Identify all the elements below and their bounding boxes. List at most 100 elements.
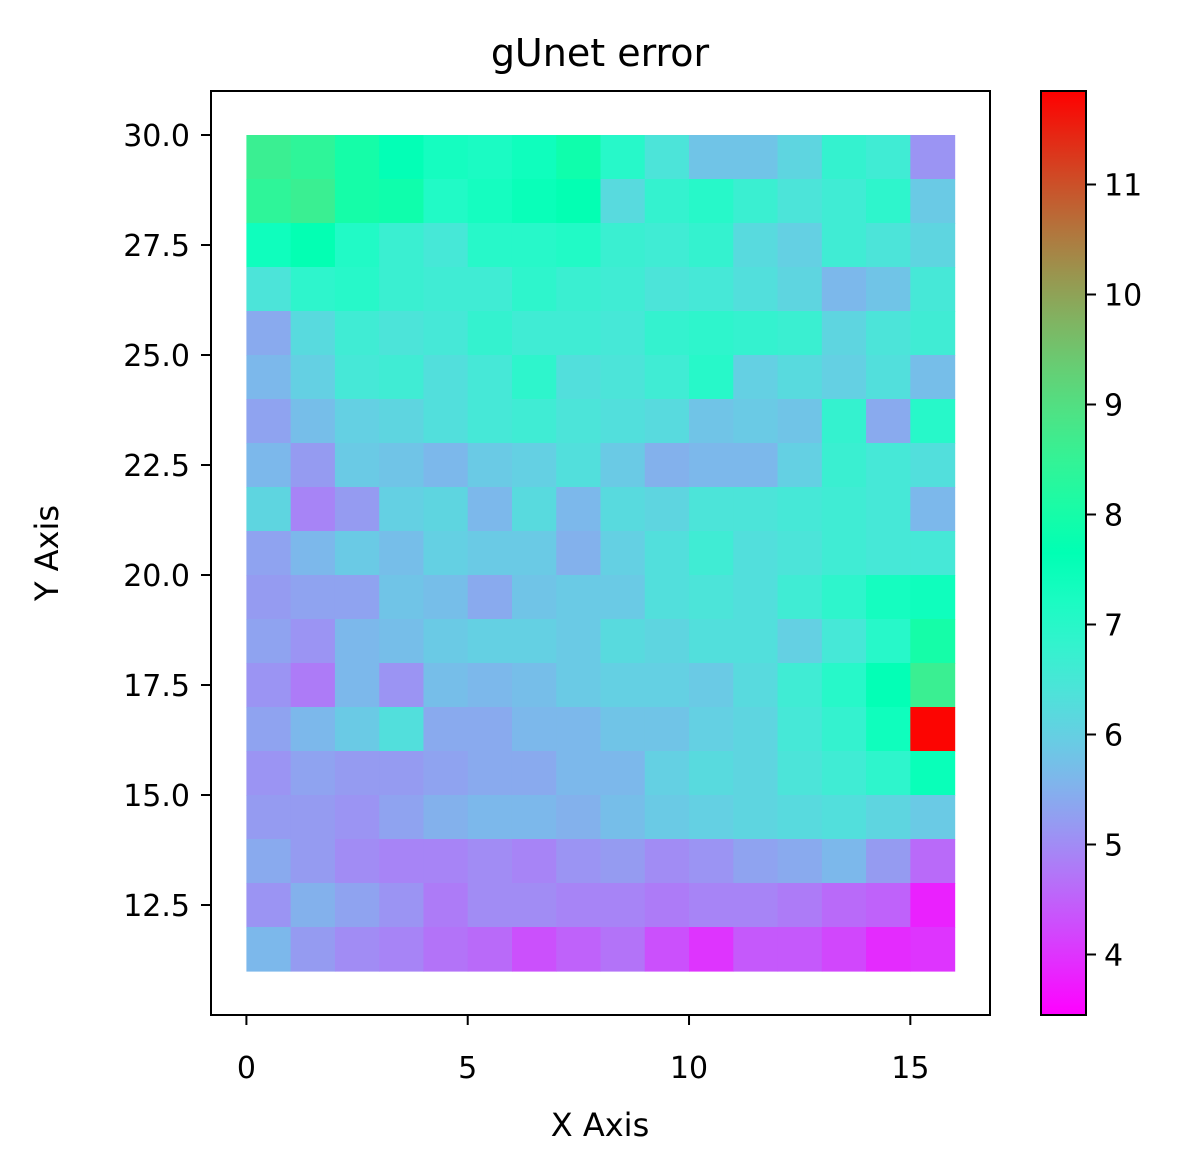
heatmap-cell	[689, 311, 734, 356]
heatmap-cell	[423, 487, 469, 532]
heatmap-cell	[866, 927, 911, 972]
heatmap-cell	[821, 883, 867, 928]
heatmap-cell	[556, 443, 602, 488]
heatmap-cell	[910, 575, 956, 620]
heatmap-cell	[910, 839, 956, 884]
colorbar-fill	[1041, 91, 1086, 1015]
heatmap-cell	[644, 795, 690, 840]
heatmap-cell	[600, 883, 646, 928]
heatmap-cell	[467, 795, 513, 840]
heatmap-cell	[379, 619, 425, 664]
heatmap-cell	[866, 223, 911, 268]
heatmap-cell	[866, 575, 911, 620]
heatmap-cell	[777, 795, 823, 840]
heatmap-cell	[910, 619, 956, 664]
heatmap-cell	[866, 311, 911, 356]
heatmap-cell	[821, 443, 867, 488]
heatmap-cell	[290, 311, 336, 356]
heatmap-cell	[600, 663, 646, 708]
x-tick-label: 10	[670, 1051, 708, 1086]
heatmap-cell	[644, 619, 690, 664]
heatmap-cell	[600, 135, 646, 180]
heatmap-cell	[556, 135, 602, 180]
heatmap-cell	[644, 355, 690, 400]
y-tick-label: 12.5	[123, 889, 190, 924]
heatmap-cell	[600, 443, 646, 488]
heatmap-cell	[556, 179, 602, 224]
heatmap-cell	[733, 355, 779, 400]
heatmap-cell	[821, 267, 867, 312]
heatmap-cell	[644, 399, 690, 444]
heatmap-cell	[423, 927, 469, 972]
heatmap-cell	[290, 751, 336, 796]
heatmap-cell	[733, 135, 779, 180]
heatmap-cell	[866, 883, 911, 928]
heatmap-cell	[290, 487, 336, 532]
heatmap-cell	[334, 179, 380, 224]
heatmap-cell	[644, 663, 690, 708]
heatmap-cell	[821, 355, 867, 400]
heatmap-cell	[423, 575, 469, 620]
y-axis: 12.5 15.0 17.5 20.0 22.5 25.0 27.5 30.0	[123, 119, 211, 924]
colorbar-tick-label: 7	[1104, 609, 1123, 644]
heatmap-cell	[600, 795, 646, 840]
heatmap-cell	[511, 223, 557, 268]
heatmap-cell	[423, 707, 469, 752]
heatmap-cell	[246, 399, 292, 444]
heatmap-cell	[511, 355, 557, 400]
heatmap-cell	[290, 707, 336, 752]
heatmap-cell	[821, 179, 867, 224]
heatmap-cell	[777, 355, 823, 400]
heatmap-cell	[423, 311, 469, 356]
heatmap-cell	[246, 883, 292, 928]
heatmap-cell	[379, 707, 425, 752]
y-tick-label: 27.5	[123, 229, 190, 264]
heatmap-cell	[511, 311, 557, 356]
heatmap-cell	[334, 795, 380, 840]
heatmap-cell	[777, 883, 823, 928]
heatmap-cell	[334, 135, 380, 180]
heatmap-cell	[246, 839, 292, 884]
heatmap-cell	[334, 399, 380, 444]
heatmap-cell	[866, 663, 911, 708]
heatmap-cell	[334, 927, 380, 972]
heatmap-cell	[334, 663, 380, 708]
heatmap-cell	[600, 179, 646, 224]
y-tick-label: 22.5	[123, 449, 190, 484]
heatmap-cell	[600, 311, 646, 356]
plot-frame	[210, 90, 991, 1016]
heatmap-cell	[644, 751, 690, 796]
heatmap-cell	[334, 751, 380, 796]
heatmap-cell	[644, 311, 690, 356]
heatmap-cell	[866, 135, 911, 180]
heatmap-cell	[556, 355, 602, 400]
heatmap-cell	[866, 267, 911, 312]
heatmap-cell	[910, 135, 956, 180]
heatmap-cell	[689, 619, 734, 664]
heatmap-cell	[467, 179, 513, 224]
heatmap-cell	[644, 179, 690, 224]
heatmap-cell	[334, 707, 380, 752]
heatmap-cell	[511, 487, 557, 532]
heatmap-cell	[290, 795, 336, 840]
heatmap-cell	[379, 927, 425, 972]
heatmap-cell	[423, 751, 469, 796]
heatmap-cell	[556, 707, 602, 752]
heatmap-cell	[689, 179, 734, 224]
heatmap-cell	[423, 883, 469, 928]
heatmap-cell	[334, 267, 380, 312]
heatmap-cell	[379, 663, 425, 708]
heatmap-cell	[821, 663, 867, 708]
heatmap-cell	[379, 267, 425, 312]
heatmap-cell	[467, 487, 513, 532]
heatmap-cell	[334, 355, 380, 400]
heatmap-cell	[600, 487, 646, 532]
heatmap-cell	[379, 399, 425, 444]
heatmap-cell	[467, 619, 513, 664]
heatmap-cell	[379, 223, 425, 268]
x-axis: 0 5 10 15	[237, 1015, 929, 1086]
heatmap-cell	[246, 267, 292, 312]
heatmap-cell	[689, 883, 734, 928]
heatmap-cell	[246, 531, 292, 576]
heatmap-cell	[246, 751, 292, 796]
